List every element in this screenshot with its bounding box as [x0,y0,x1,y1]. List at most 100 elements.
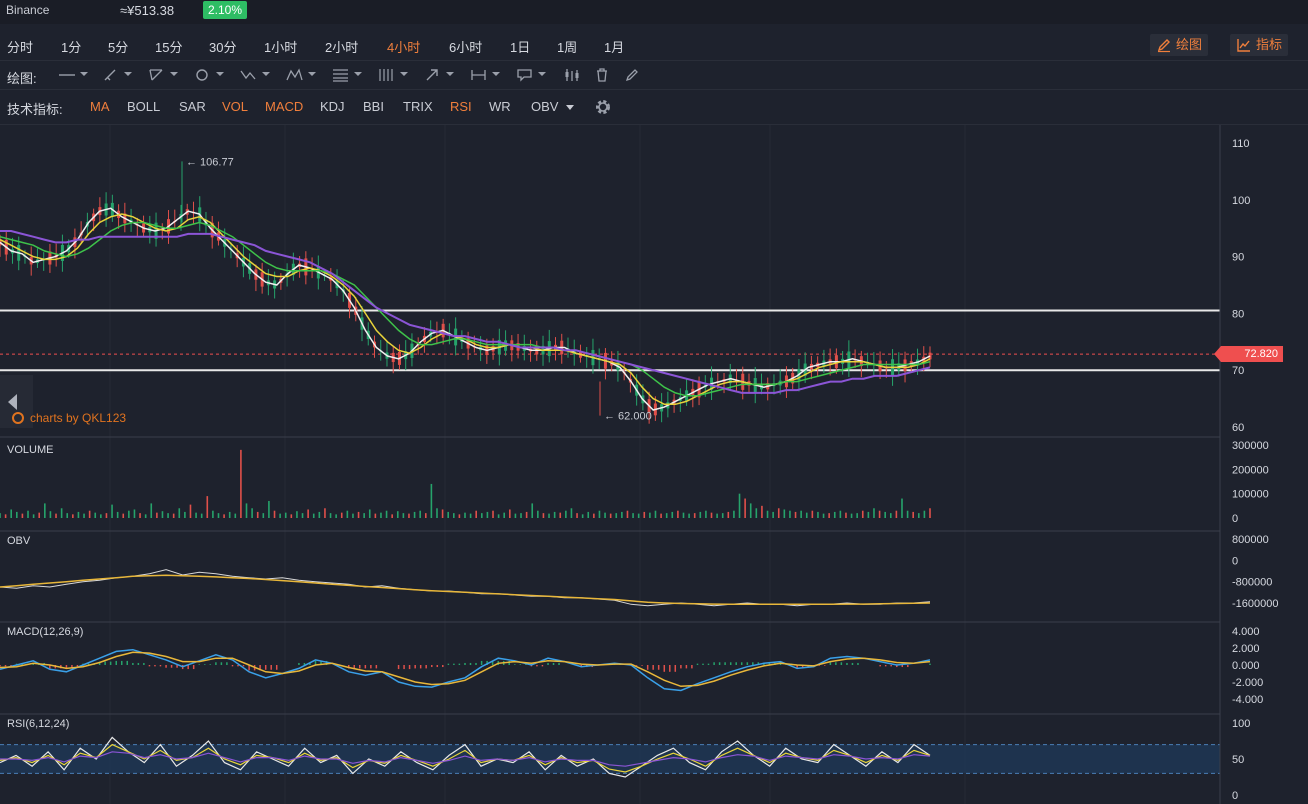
ind-bbi[interactable]: BBI [363,99,384,114]
volume-bar [850,513,853,518]
ind-kdj[interactable]: KDJ [320,99,345,114]
volume-bar [251,508,253,518]
tf-1h[interactable]: 1小时 [264,40,298,55]
pattern-icon[interactable] [286,67,316,83]
tf-1d[interactable]: 1日 [510,40,531,55]
ind-macd[interactable]: MACD [265,99,304,114]
volume-bar [195,512,197,518]
indicators-button[interactable]: 指标 [1230,34,1289,56]
arrow-icon[interactable] [424,67,454,83]
volume-bar [671,511,674,518]
volume-bar [184,511,186,518]
ind-rsi[interactable]: RSI [450,99,472,114]
volume-bar [861,510,864,518]
ind-sar[interactable]: SAR [179,99,206,114]
volume-bar [133,509,136,518]
volume-bar [256,511,259,518]
volume-bar [682,512,685,518]
obv-title: OBV [7,535,31,547]
ind-vol[interactable]: VOL [222,99,249,114]
volume-bar [542,513,545,518]
obv-dropdown-caret[interactable] [566,105,574,110]
gear-icon[interactable] [594,98,612,116]
obv-pane: OBV [0,535,931,607]
tf-1m[interactable]: 1分 [61,40,82,55]
candles-icon[interactable] [563,67,593,83]
volume-bar [783,509,786,518]
volume-bar [352,513,354,518]
volume-bar [621,511,623,518]
ind-trix[interactable]: TRIX [403,99,433,114]
tf-tick[interactable]: 分时 [7,40,34,55]
volume-bar [161,511,164,518]
tf-4h[interactable]: 4小时 [387,40,421,55]
tf-6h[interactable]: 6小时 [449,40,483,55]
volume-bar [111,504,113,518]
volume-bar [156,512,158,518]
ind-wr[interactable]: WR [489,99,511,114]
tf-5m[interactable]: 5分 [108,40,129,55]
volume-bar [469,513,472,518]
volume-bar [699,511,702,518]
tf-2h[interactable]: 2小时 [325,40,359,55]
vertical-lines-icon[interactable] [378,67,408,83]
volume-bar [906,510,909,518]
draw-button[interactable]: 绘图 [1150,34,1209,56]
price-display: ≈¥513.38 [120,3,175,18]
tf-1w[interactable]: 1周 [557,40,578,55]
circle-icon[interactable] [194,67,224,83]
volume-bar [419,510,421,518]
volume-bar [44,503,46,518]
exchange-name: Binance [6,3,50,17]
volume-bar [217,513,220,518]
trash-icon[interactable] [594,67,624,83]
high-annotation: ← 106.77 [186,156,234,168]
volume-bar [486,511,489,518]
zigzag-icon[interactable] [240,67,270,83]
macd-tick-label: 4.000 [1232,626,1260,638]
range-measure-icon[interactable] [470,67,500,83]
volume-bar [83,513,85,518]
volume-bar [100,514,102,518]
volume-bar [693,513,696,518]
volume-bar [789,510,791,518]
tf-30m[interactable]: 30分 [209,40,237,55]
volume-bar [845,512,847,518]
fib-levels-icon[interactable] [332,67,362,83]
volume-bar [16,511,18,518]
watermark: charts by QKL123 [12,411,126,425]
ind-boll[interactable]: BOLL [127,99,161,114]
ind-ma[interactable]: MA [90,99,110,114]
volume-bar [357,511,360,518]
volume-bar [167,513,169,518]
volume-bar [21,513,24,518]
price-tick-label: 80 [1232,308,1244,320]
chart-area[interactable]: ← 106.77 ← 62.000 VOLUME OBV MACD(12,26,9… [0,125,1308,804]
low-annotation: ← 62.000 [604,411,652,423]
volume-bar [452,513,455,518]
ind-obv[interactable]: OBV [531,99,559,114]
volume-bar [481,513,483,518]
lock-pen-icon[interactable] [624,67,654,83]
series-dea [0,651,931,688]
brush-icon[interactable] [102,67,132,83]
volume-bar [705,510,707,518]
volume-bar [738,493,741,518]
volume-bar [766,510,769,518]
tf-15m[interactable]: 15分 [155,40,183,55]
volume-bar [447,511,449,518]
volume-bar [32,514,35,518]
volume-bar [884,511,886,518]
volume-bar [458,514,461,518]
trend-line-icon[interactable] [148,67,178,83]
volume-bar [923,510,926,518]
tf-1mo[interactable]: 1月 [604,40,625,55]
volume-bar [441,509,444,518]
comment-icon[interactable] [516,67,546,83]
volume-bar [290,514,293,518]
volume-bar [396,511,399,518]
volume-bar [436,508,438,518]
volume-bar [88,510,91,518]
price-tick-label: 110 [1232,138,1250,150]
horizontal-line-icon[interactable] [58,67,88,83]
